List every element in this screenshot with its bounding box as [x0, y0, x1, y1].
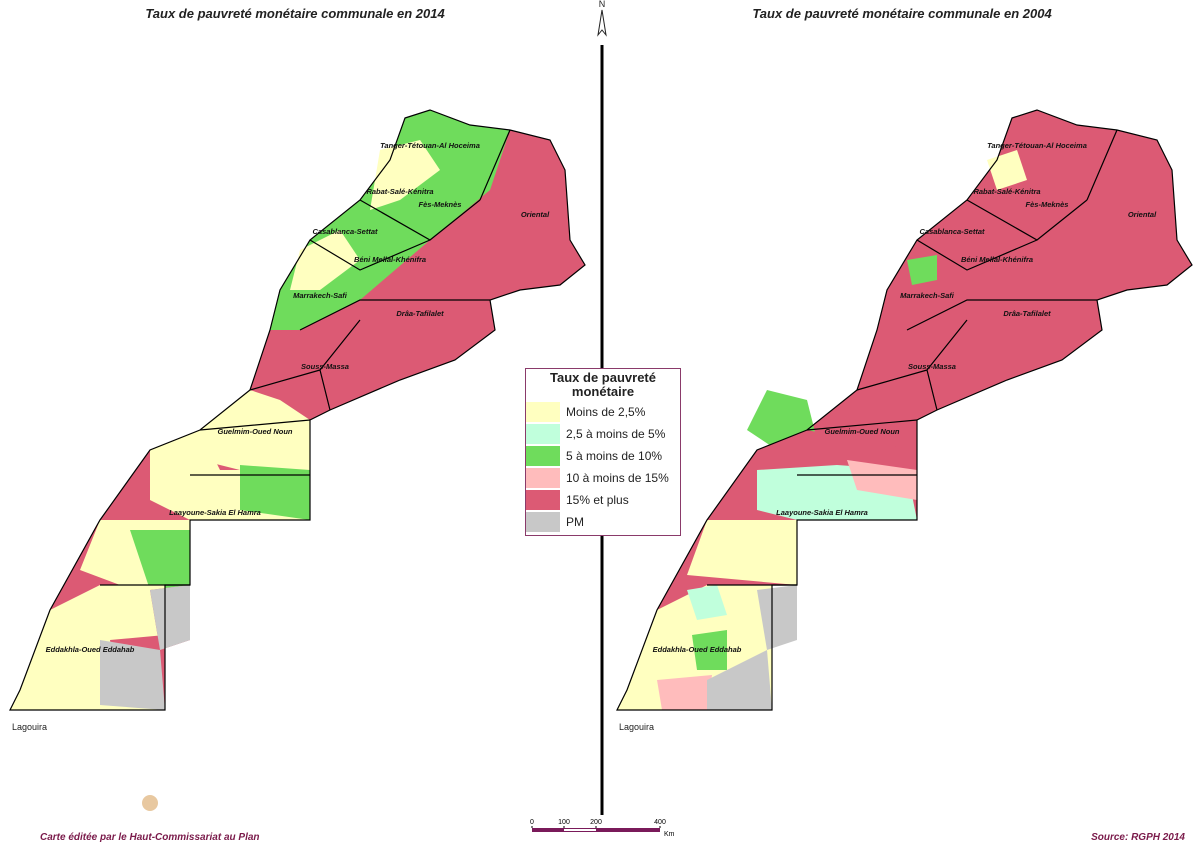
- scale-tick-label: 200: [590, 819, 602, 826]
- legend-swatch: [526, 468, 560, 488]
- region-label: Rabat-Salé-Kénitra: [366, 187, 433, 196]
- poverty-zone: [370, 140, 440, 210]
- legend-label: 15% et plus: [566, 493, 629, 507]
- legend-item: Moins de 2,5%: [526, 401, 680, 423]
- map-title: Taux de pauvreté monétaire communale en …: [145, 6, 445, 21]
- legend-swatch: [526, 512, 560, 532]
- region-label: Marrakech-Safi: [293, 291, 348, 300]
- legend-item: PM: [526, 511, 680, 533]
- region-label: Tanger-Tétouan-Al Hoceima: [380, 141, 480, 150]
- legend-swatch: [526, 490, 560, 510]
- poverty-zone: [847, 460, 917, 500]
- legend-label: 10 à moins de 15%: [566, 471, 669, 485]
- credit: Carte éditée par le Haut-Commissariat au…: [40, 832, 260, 843]
- region-label: Souss-Massa: [908, 362, 956, 371]
- legend-swatch: [526, 446, 560, 466]
- poverty-zone: [757, 585, 797, 650]
- scale-bar-segment: [564, 829, 596, 831]
- poverty-zone: [687, 520, 797, 585]
- region-label: Casablanca-Settat: [312, 227, 378, 236]
- poverty-zone: [687, 585, 727, 620]
- legend-label: PM: [566, 515, 584, 529]
- legend-item: 10 à moins de 15%: [526, 467, 680, 489]
- north-arrow: [597, 9, 607, 37]
- legend-swatch: [526, 402, 560, 422]
- region-label: Eddakhla-Oued Eddahab: [653, 645, 742, 654]
- region-label: Fès-Meknès: [1026, 200, 1069, 209]
- legend-label: 5 à moins de 10%: [566, 449, 663, 463]
- source: Source: RGPH 2014: [1091, 832, 1185, 843]
- region-label: Eddakhla-Oued Eddahab: [46, 645, 135, 654]
- region-label: Béni Mellal-Khénifra: [961, 255, 1033, 264]
- region-label: Guelmim-Oued Noun: [218, 427, 293, 436]
- poverty-zone: [907, 255, 937, 285]
- poverty-zone: [240, 465, 310, 520]
- poverty-zone: [130, 530, 190, 590]
- place-label: Lagouira: [12, 722, 47, 732]
- legend-label: 2,5 à moins de 5%: [566, 427, 666, 441]
- place-label: Lagouira: [619, 722, 654, 732]
- poverty-zone: [707, 650, 772, 710]
- poverty-zone: [757, 430, 917, 475]
- map-title: Taux de pauvreté monétaire communale en …: [752, 6, 1052, 21]
- scale-tick-label: 400: [654, 819, 666, 826]
- poverty-zone: [100, 640, 165, 710]
- region-label: Fès-Meknès: [419, 200, 462, 209]
- scale-unit: Km: [664, 831, 675, 838]
- poverty-zone: [657, 675, 712, 710]
- region-label: Souss-Massa: [301, 362, 349, 371]
- legend-title: Taux de pauvreté monétaire: [550, 370, 656, 399]
- poverty-zone: [150, 585, 190, 650]
- region-label: Marrakech-Safi: [900, 291, 955, 300]
- north-label: N: [599, 0, 606, 9]
- legend: Taux de pauvreté monétaire Moins de 2,5%…: [525, 368, 681, 536]
- region-label: Oriental: [521, 210, 550, 219]
- region-label: Casablanca-Settat: [919, 227, 985, 236]
- map-2004: Taux de pauvreté monétaire communale en …: [616, 6, 1193, 732]
- region-label: Tanger-Tétouan-Al Hoceima: [987, 141, 1087, 150]
- legend-item: 15% et plus: [526, 489, 680, 511]
- legend-swatch: [526, 424, 560, 444]
- map-2014: Taux de pauvreté monétaire communale en …: [9, 6, 586, 732]
- region-label: Rabat-Salé-Kénitra: [973, 187, 1040, 196]
- region-label: Guelmim-Oued Noun: [825, 427, 900, 436]
- region-label: Oriental: [1128, 210, 1157, 219]
- poverty-zone: [200, 390, 310, 475]
- logo: [142, 795, 158, 811]
- legend-label: Moins de 2,5%: [566, 405, 646, 419]
- region-label: Laayoune-Sakia El Hamra: [169, 508, 261, 517]
- poverty-zone: [692, 630, 727, 670]
- region-label: Béni Mellal-Khénifra: [354, 255, 426, 264]
- legend-item: 5 à moins de 10%: [526, 445, 680, 467]
- region-label: Drâa-Tafilalet: [1003, 309, 1051, 318]
- region-label: Drâa-Tafilalet: [396, 309, 444, 318]
- scale-bar: 0 100 200 400 Km: [530, 819, 675, 838]
- region-borders: [100, 129, 511, 586]
- country-outline: [616, 109, 1193, 711]
- region-label: Laayoune-Sakia El Hamra: [776, 508, 868, 517]
- legend-item: 2,5 à moins de 5%: [526, 423, 680, 445]
- scale-tick-label: 100: [558, 819, 570, 826]
- region-borders: [707, 129, 1118, 586]
- country-outline: [9, 109, 586, 711]
- scale-tick-label: 0: [530, 819, 534, 826]
- poverty-zone: [290, 230, 360, 290]
